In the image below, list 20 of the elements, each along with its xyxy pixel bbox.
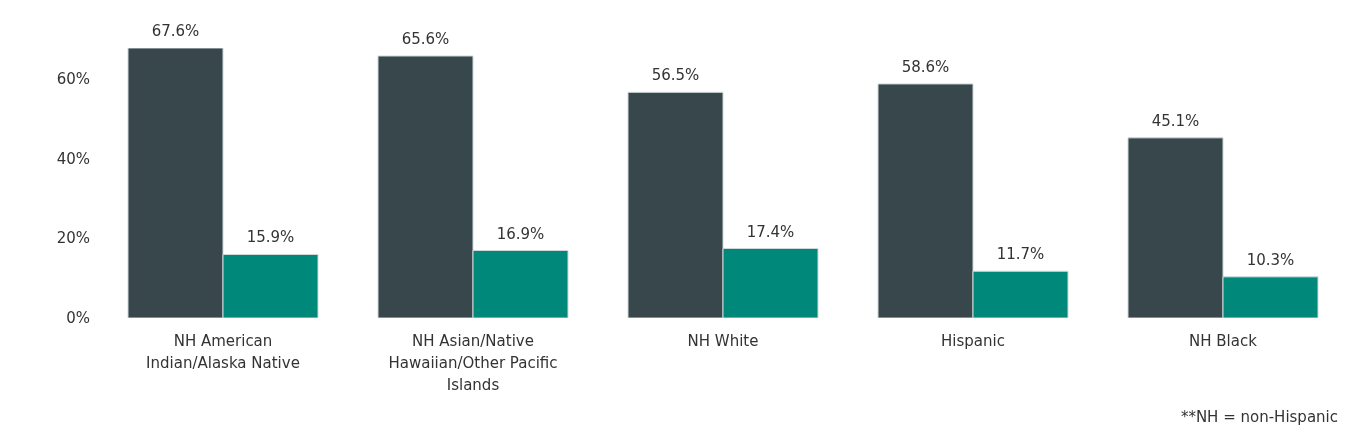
data-label: 11.7% [996,245,1045,264]
data-label: 58.6% [901,57,950,76]
data-label: 67.6% [151,22,200,40]
data-label: 10.3% [1246,250,1295,269]
data-label: 15.9% [246,228,295,247]
data-label: 17.4% [746,222,795,241]
y-tick-label: 40% [56,149,90,168]
data-label: 16.9% [496,224,545,243]
x-tick-label: NH Black [1189,332,1258,350]
data-label: 65.6% [401,29,450,48]
text: **NH = non-Hispanic [1179,408,1339,426]
x-tick-label: Hispanic [941,332,1005,350]
data-label: 45.1% [1151,111,1200,130]
y-tick-label: 60% [56,69,90,88]
y-tick-label: 20% [56,229,90,248]
x-tick-label: NH Asian/Native Hawaiian/Other Pacific Islands [388,332,558,394]
x-tick-label: NH American Indian/Alaska Native [146,332,300,372]
data-label: 56.5% [651,66,700,85]
y-tick-label: 0% [66,309,90,328]
x-tick-label: NH White [687,332,759,350]
